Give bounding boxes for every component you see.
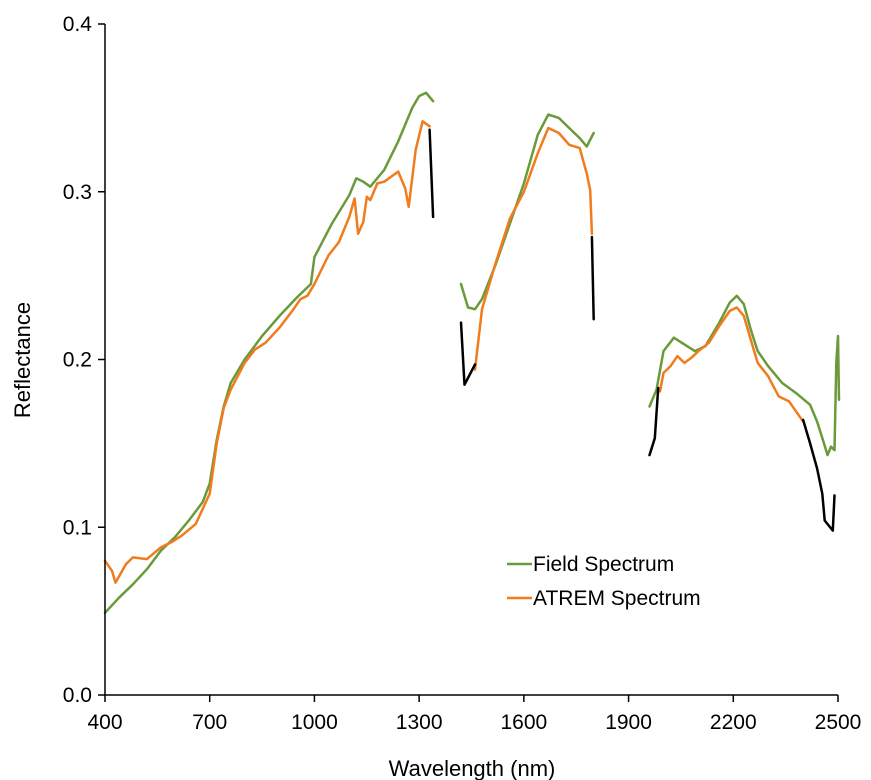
y-tick-label: 0.2 [63, 349, 92, 372]
y-tick-label: 0.4 [63, 13, 93, 36]
plot-lines [103, 91, 841, 615]
field-spectrum-line-segment-2 [459, 113, 595, 311]
legend-label-atrem: ATREM Spectrum [533, 587, 701, 610]
y-axis-title: Reflectance [10, 302, 35, 418]
x-tick-label: 2500 [815, 711, 862, 734]
legend-label-field: Field Spectrum [533, 553, 674, 576]
x-tick-label: 1600 [500, 711, 547, 734]
atrem-spectrum-line-segment-1 [103, 120, 431, 584]
black-line-segment-5 [801, 418, 836, 532]
x-tick-label: 1900 [605, 711, 652, 734]
black-line-segment-4 [648, 386, 660, 457]
x-tick-label: 400 [87, 711, 122, 734]
black-line-segment-3 [459, 321, 477, 386]
y-tick-label: 0.3 [63, 181, 92, 204]
x-axis-title: Wavelength (nm) [389, 756, 556, 780]
axes [98, 23, 839, 702]
x-tick-label: 1000 [291, 711, 338, 734]
field-spectrum-line-segment-3 [648, 294, 841, 457]
black-line-segment-1 [428, 128, 435, 219]
black-line-segment-2 [590, 235, 595, 321]
legend: Field Spectrum ATREM Spectrum [507, 553, 701, 610]
x-tick-label: 700 [192, 711, 227, 734]
tick-labels: 400 700 1000 1300 1600 1900 2200 2500 0.0 0.1 0.2 0… [63, 13, 862, 734]
y-tick-label: 0.0 [63, 684, 92, 707]
atrem-spectrum-line-segment-3 [658, 306, 805, 423]
field-spectrum-line-segment-1 [103, 91, 435, 615]
y-tick-label: 0.1 [63, 516, 92, 539]
x-tick-label: 1300 [396, 711, 443, 734]
x-tick-label: 2200 [710, 711, 757, 734]
atrem-spectrum-line-segment-2 [473, 126, 594, 371]
